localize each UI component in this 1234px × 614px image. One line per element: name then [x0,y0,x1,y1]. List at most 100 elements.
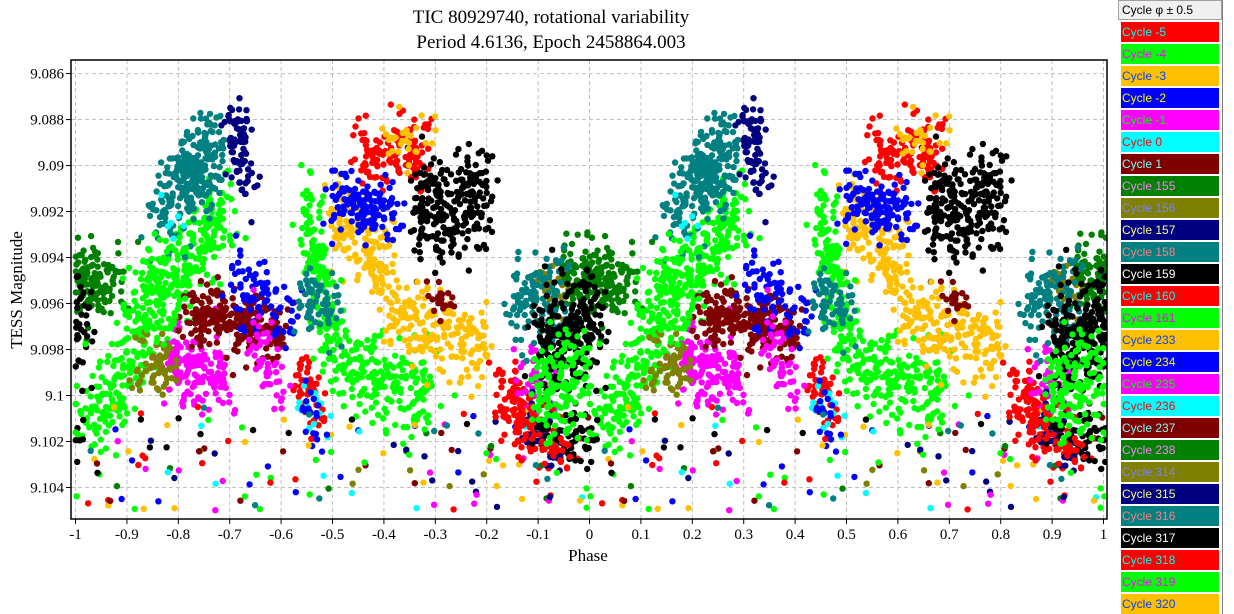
data-point [199,308,207,315]
data-point [978,235,985,243]
data-point [194,374,202,381]
data-point [225,113,232,120]
data-point [369,225,376,232]
data-point [619,352,626,360]
data-point [186,262,193,269]
data-point [627,482,635,490]
data-point [829,374,836,381]
data-point [112,426,119,433]
data-point [903,268,911,276]
data-point [688,202,696,210]
data-point [279,448,287,455]
data-point [352,251,359,258]
data-point [215,128,223,136]
data-point [233,138,240,145]
data-point [476,178,483,185]
data-point [830,208,837,215]
data-point [1097,485,1104,492]
data-point [212,390,219,397]
data-point [157,180,164,187]
data-point [910,397,917,405]
data-point [625,357,632,364]
data-point [131,297,138,305]
data-point [877,260,884,267]
data-point [741,140,748,147]
data-point [728,323,735,330]
data-point [244,166,252,173]
data-point [226,391,233,398]
data-point [697,128,705,136]
data-point [683,190,690,197]
data-point [161,370,168,377]
data-point [193,296,201,304]
data-point [836,186,843,193]
data-point [119,365,127,372]
data-point [115,391,122,398]
data-point [938,125,946,133]
data-point [758,177,765,185]
data-point [213,339,221,346]
data-point [979,140,987,148]
data-point [381,356,388,364]
data-point [212,173,219,180]
data-point [376,260,383,267]
data-point [700,319,708,327]
data-point [443,202,451,209]
data-point [890,306,897,313]
data-point [353,257,361,264]
data-point [204,181,211,188]
data-point [377,181,384,188]
data-point [660,346,667,353]
data-point [142,367,149,374]
data-point [117,373,124,380]
data-point [88,262,95,269]
data-point [722,201,730,208]
data-point [229,371,237,379]
data-point [709,353,716,360]
data-point [898,236,905,243]
data-point [219,151,226,159]
data-point [299,224,306,232]
data-point [676,279,683,287]
data-point [882,208,890,216]
data-point [190,172,197,179]
data-point [499,369,506,376]
data-point [448,209,456,216]
data-point [698,205,705,212]
data-point [161,400,168,407]
data-point [146,212,154,220]
data-point [890,195,897,203]
data-point [671,180,678,187]
data-point [810,360,817,367]
data-point [724,382,732,390]
data-point [408,433,415,441]
data-point [635,404,642,411]
data-point [850,220,857,227]
data-point [208,279,215,286]
data-point [394,200,401,208]
data-point [175,239,182,247]
data-point [647,368,654,375]
data-point [471,500,478,507]
data-point [891,289,898,297]
data-point [449,236,456,243]
data-point [861,158,869,166]
data-point [228,195,235,203]
data-point [463,169,470,176]
data-point [911,385,918,393]
data-point [846,196,853,203]
data-point [227,134,234,142]
data-point [989,430,996,437]
data-point [720,215,727,222]
data-point [648,350,655,357]
data-point [608,407,615,414]
data-point [851,473,858,481]
data-point [506,391,513,398]
data-point [963,236,970,243]
data-point [616,428,624,435]
data-point [697,272,704,279]
data-point [205,119,213,126]
data-point [246,481,253,488]
data-point [997,189,1004,196]
data-point [1013,369,1020,376]
